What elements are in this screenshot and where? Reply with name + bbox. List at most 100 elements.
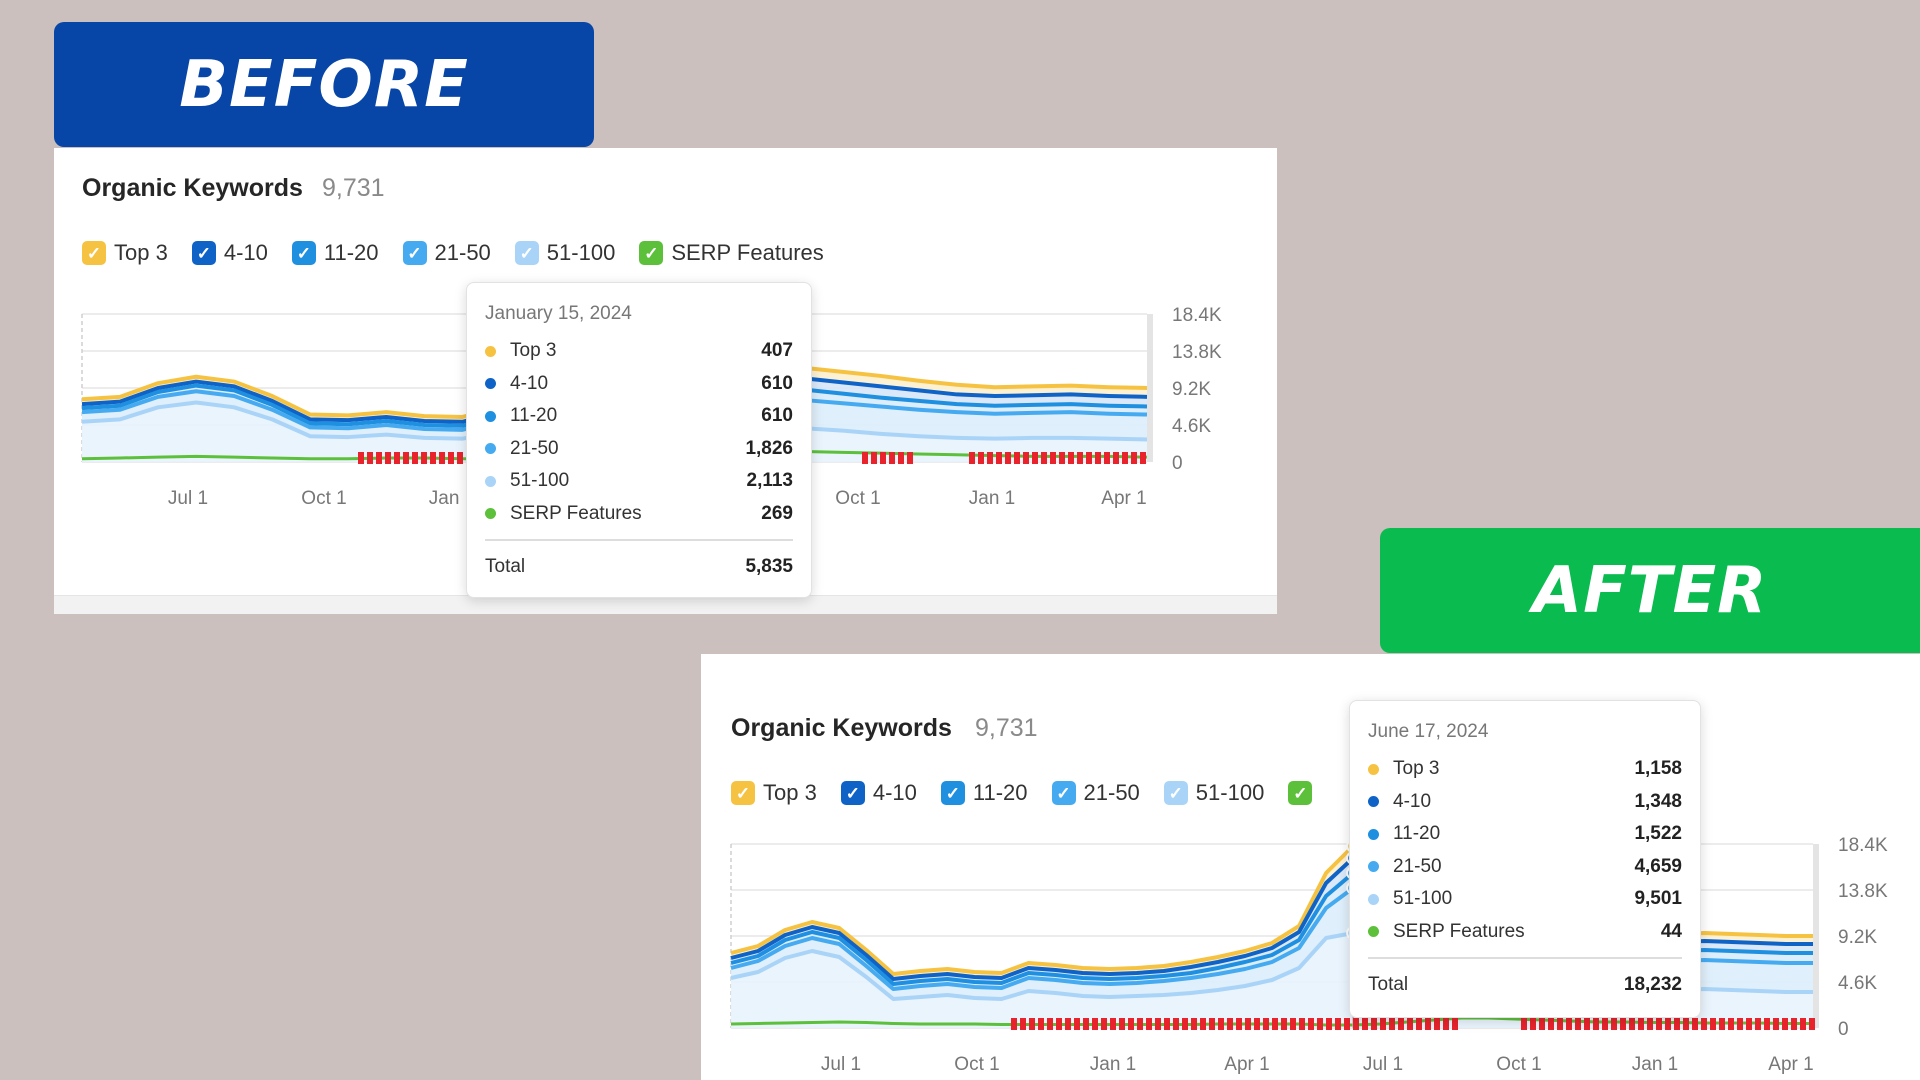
event-marker[interactable] — [1380, 1018, 1386, 1030]
event-marker[interactable] — [1521, 1018, 1527, 1030]
legend-item-4-10[interactable]: ✓ 4-10 — [840, 780, 917, 806]
event-marker[interactable] — [1407, 1018, 1413, 1030]
event-marker[interactable] — [1059, 452, 1065, 464]
event-marker[interactable] — [1611, 1018, 1617, 1030]
event-marker[interactable] — [1047, 1018, 1053, 1030]
event-marker[interactable] — [1101, 1018, 1107, 1030]
range-handle[interactable] — [1813, 844, 1819, 1028]
event-marker[interactable] — [1236, 1018, 1242, 1030]
event-marker[interactable] — [1083, 1018, 1089, 1030]
event-marker[interactable] — [1800, 1018, 1806, 1030]
event-marker[interactable] — [1068, 452, 1074, 464]
check-icon[interactable]: ✓ — [840, 781, 865, 805]
legend-item-21-50[interactable]: ✓ 21-50 — [1051, 780, 1140, 806]
event-marker[interactable] — [1326, 1018, 1332, 1030]
event-marker[interactable] — [1362, 1018, 1368, 1030]
event-marker[interactable] — [1254, 1018, 1260, 1030]
event-marker[interactable] — [1041, 452, 1047, 464]
event-marker[interactable] — [1530, 1018, 1536, 1030]
event-marker[interactable] — [430, 452, 436, 464]
event-marker[interactable] — [1398, 1018, 1404, 1030]
event-marker[interactable] — [1050, 452, 1056, 464]
event-marker[interactable] — [457, 452, 463, 464]
check-icon[interactable]: ✓ — [639, 241, 664, 265]
event-marker[interactable] — [1263, 1018, 1269, 1030]
event-marker[interactable] — [1131, 452, 1137, 464]
event-marker[interactable] — [1602, 1018, 1608, 1030]
legend-item-serp-features[interactable]: ✓ — [1288, 781, 1313, 805]
check-icon[interactable]: ✓ — [940, 781, 965, 805]
event-marker[interactable] — [1638, 1018, 1644, 1030]
legend-item-top-3[interactable]: ✓ Top 3 — [731, 780, 817, 806]
event-marker[interactable] — [1095, 452, 1101, 464]
event-marker[interactable] — [1416, 1018, 1422, 1030]
event-marker[interactable] — [1728, 1018, 1734, 1030]
event-marker[interactable] — [1209, 1018, 1215, 1030]
event-marker[interactable] — [1791, 1018, 1797, 1030]
event-marker[interactable] — [1029, 1018, 1035, 1030]
event-marker[interactable] — [1164, 1018, 1170, 1030]
event-marker[interactable] — [1629, 1018, 1635, 1030]
event-marker[interactable] — [1443, 1018, 1449, 1030]
event-marker[interactable] — [1146, 1018, 1152, 1030]
range-handle[interactable] — [1147, 314, 1153, 462]
event-marker[interactable] — [1674, 1018, 1680, 1030]
check-icon[interactable]: ✓ — [514, 241, 539, 265]
event-marker[interactable] — [1128, 1018, 1134, 1030]
event-marker[interactable] — [871, 452, 877, 464]
event-marker[interactable] — [403, 452, 409, 464]
check-icon[interactable]: ✓ — [291, 241, 316, 265]
event-marker[interactable] — [1434, 1018, 1440, 1030]
legend-item-4-10[interactable]: ✓ 4-10 — [191, 240, 268, 266]
event-marker[interactable] — [1191, 1018, 1197, 1030]
legend-item-51-100[interactable]: ✓ 51-100 — [1163, 780, 1264, 806]
event-marker[interactable] — [889, 452, 895, 464]
check-icon[interactable]: ✓ — [731, 781, 755, 805]
event-marker[interactable] — [1113, 452, 1119, 464]
event-marker[interactable] — [1353, 1018, 1359, 1030]
event-marker[interactable] — [1005, 452, 1011, 464]
legend-item-11-20[interactable]: ✓ 11-20 — [940, 780, 1028, 806]
event-marker[interactable] — [1119, 1018, 1125, 1030]
event-marker[interactable] — [1218, 1018, 1224, 1030]
event-marker[interactable] — [1683, 1018, 1689, 1030]
event-marker[interactable] — [1782, 1018, 1788, 1030]
event-marker[interactable] — [1371, 1018, 1377, 1030]
event-marker[interactable] — [880, 452, 886, 464]
event-marker[interactable] — [439, 452, 445, 464]
event-marker[interactable] — [1245, 1018, 1251, 1030]
event-marker[interactable] — [1032, 452, 1038, 464]
legend-item-top-3[interactable]: ✓ Top 3 — [82, 240, 168, 266]
event-marker[interactable] — [1308, 1018, 1314, 1030]
event-marker[interactable] — [1227, 1018, 1233, 1030]
event-marker[interactable] — [996, 452, 1002, 464]
event-marker[interactable] — [1086, 452, 1092, 464]
check-icon[interactable]: ✓ — [1051, 781, 1076, 805]
event-marker[interactable] — [1764, 1018, 1770, 1030]
event-marker[interactable] — [978, 452, 984, 464]
event-marker[interactable] — [1140, 452, 1146, 464]
event-marker[interactable] — [1110, 1018, 1116, 1030]
event-marker[interactable] — [969, 452, 975, 464]
event-marker[interactable] — [1056, 1018, 1062, 1030]
event-marker[interactable] — [1809, 1018, 1815, 1030]
legend-item-21-50[interactable]: ✓ 21-50 — [402, 240, 491, 266]
event-marker[interactable] — [358, 452, 364, 464]
event-marker[interactable] — [1317, 1018, 1323, 1030]
event-marker[interactable] — [1719, 1018, 1725, 1030]
event-marker[interactable] — [1701, 1018, 1707, 1030]
event-marker[interactable] — [385, 452, 391, 464]
event-marker[interactable] — [1011, 1018, 1017, 1030]
event-marker[interactable] — [1737, 1018, 1743, 1030]
event-marker[interactable] — [1389, 1018, 1395, 1030]
event-marker[interactable] — [987, 452, 993, 464]
event-marker[interactable] — [1773, 1018, 1779, 1030]
event-marker[interactable] — [1539, 1018, 1545, 1030]
event-marker[interactable] — [862, 452, 868, 464]
event-marker[interactable] — [1665, 1018, 1671, 1030]
event-marker[interactable] — [907, 452, 913, 464]
check-icon[interactable]: ✓ — [1288, 781, 1313, 805]
event-marker[interactable] — [1077, 452, 1083, 464]
check-icon[interactable]: ✓ — [402, 241, 427, 265]
check-icon[interactable]: ✓ — [1163, 781, 1188, 805]
